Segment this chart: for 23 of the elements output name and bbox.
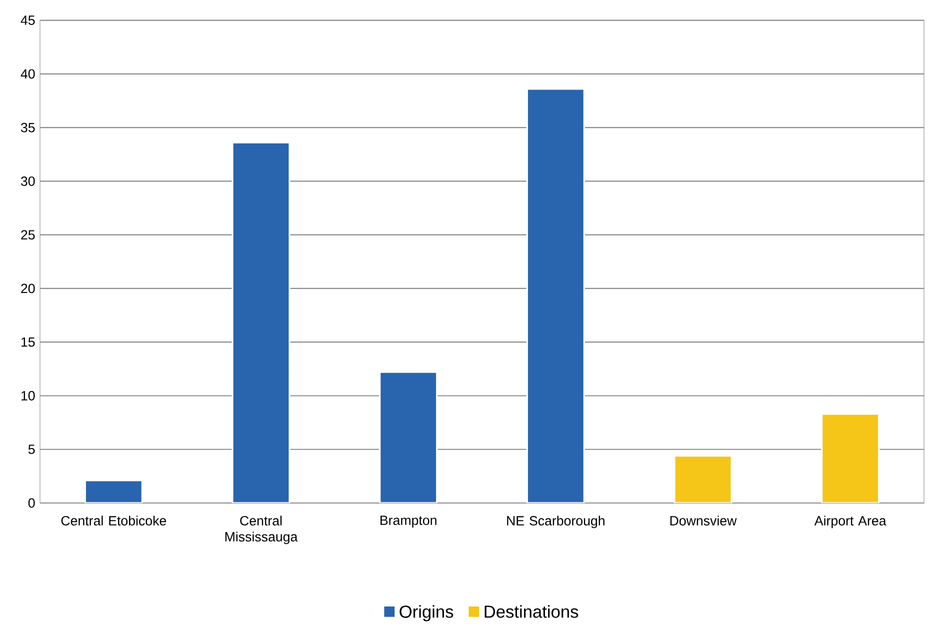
y-tick-label: 0 [28,498,35,508]
x-tick-label: Downsview [670,516,737,526]
bar [821,413,880,503]
y-tick-label: 40 [20,69,35,79]
x-tick-label: Central Mississauga [225,516,298,544]
bar [379,371,438,503]
bar [674,454,732,503]
y-tick-label: 15 [21,337,35,347]
bar [232,142,290,503]
y-tick-label: 30 [20,176,35,186]
x-tick-label: Airport Area [814,516,886,528]
y-tick-label: 45 [20,16,35,25]
y-tick-label: 25 [21,230,35,240]
legend-label: Origins [400,605,454,622]
legend-label: Destinations [484,605,578,618]
x-tick-label: Brampton [380,516,436,528]
y-tick-label: 20 [21,284,35,294]
x-tick-label: Central Etobicoke [61,516,166,526]
y-tick-label: 5 [28,444,35,454]
y-tick-label: 10 [21,391,35,400]
bar [526,88,585,503]
x-tick-label: NE Scarborough [507,516,604,528]
y-tick-label: 35 [20,122,35,132]
